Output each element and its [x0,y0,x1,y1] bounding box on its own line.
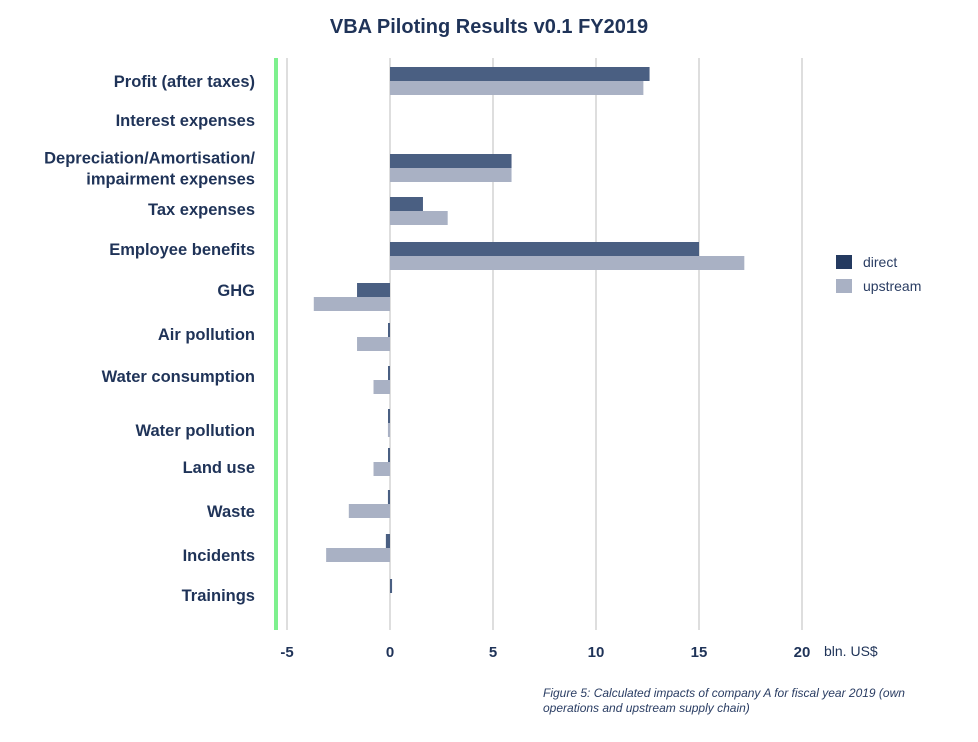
bar-direct-11 [385,534,390,548]
bar-upstream-9 [373,462,390,476]
bar-upstream-10 [348,504,390,518]
x-tick-label--5: -5 [280,644,293,661]
x-tick-label-10: 10 [588,644,605,661]
bar-upstream-7 [373,380,390,394]
bar-upstream-6 [357,337,390,351]
legend: direct upstream [836,250,921,298]
bars [313,67,745,593]
bar-direct-9 [388,448,390,462]
category-accent-bar [274,58,278,630]
category-label-8: Water pollution [136,422,255,440]
bar-upstream-3 [390,211,448,225]
category-label-2-0: Depreciation/Amortisation/ [44,150,255,168]
legend-label-upstream: upstream [863,278,922,294]
x-tick-label-0: 0 [386,644,394,661]
bar-upstream-11 [326,548,390,562]
figure-caption: Figure 5: Calculated impacts of company … [543,686,905,715]
category-label-7: Water consumption [102,368,255,386]
chart-title: VBA Piloting Results v0.1 FY2019 [329,16,649,38]
category-label-2-1: impairment expenses [86,171,255,189]
x-tick-label-5: 5 [489,644,497,661]
category-label-3: Tax expenses [148,201,255,219]
bar-upstream-8 [387,423,390,437]
category-label-4: Employee benefits [109,241,255,259]
bar-upstream-4 [390,256,745,270]
bar-direct-10 [387,490,390,504]
bar-direct-7 [388,366,390,380]
category-label-5: GHG [217,282,255,300]
bar-upstream-0 [390,81,644,95]
bar-direct-4 [390,242,699,256]
bar-upstream-5 [313,297,390,311]
bar-direct-5 [357,283,390,297]
category-label-11: Incidents [183,547,255,565]
category-label-1: Interest expenses [116,112,255,130]
category-label-0: Profit (after taxes) [114,73,255,91]
x-axis-label: bln. US$ [824,643,878,659]
legend-label-direct: direct [863,254,898,270]
x-tick-label-20: 20 [794,644,811,661]
legend-item-upstream: upstream [836,274,921,298]
category-label-9: Land use [183,459,255,477]
legend-swatch-upstream [836,279,852,293]
category-label-12: Trainings [182,587,255,605]
bar-direct-0 [390,67,650,81]
legend-item-direct: direct [836,250,921,274]
legend-swatch-direct [836,255,852,269]
bar-upstream-2 [390,168,512,182]
category-label-10: Waste [207,503,255,521]
bar-direct-6 [388,323,390,337]
category-label-6: Air pollution [158,326,255,344]
x-axis-ticks: -5 0 5 10 15 20 [280,644,810,661]
bar-direct-8 [388,409,390,423]
bar-direct-12 [390,579,393,593]
bar-direct-3 [390,197,423,211]
category-labels: Profit (after taxes) Interest expenses Dep… [44,73,255,605]
bar-direct-2 [390,154,512,168]
x-tick-label-15: 15 [691,644,708,661]
